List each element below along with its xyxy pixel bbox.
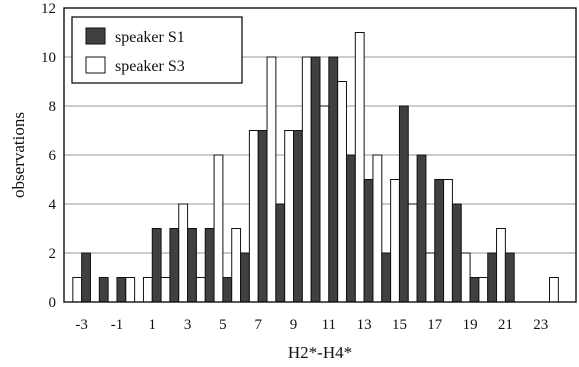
x-tick-label-21: 21: [498, 317, 513, 333]
y-tick-label-6: 6: [49, 148, 57, 164]
x-tick-label-15: 15: [392, 317, 407, 333]
bar-s1-x-1: [116, 277, 127, 303]
y-tick-label-0: 0: [49, 295, 57, 311]
bar-s1-x17: [434, 179, 445, 303]
y-tick-label-12: 12: [41, 1, 56, 17]
x-axis-label: H2*-H4*: [288, 343, 352, 362]
x-tick-label-17: 17: [427, 317, 443, 333]
legend: speaker S1 speaker S3: [71, 16, 243, 84]
x-tick-label-5: 5: [219, 317, 227, 333]
x-tick-label-1: 1: [149, 317, 157, 333]
bar-s3-x12: [337, 81, 347, 303]
bar-s3-x5: [213, 154, 224, 303]
bar-s1-x14: [381, 252, 392, 303]
bar-s3-x3: [178, 203, 189, 303]
x-tick-label-7: 7: [254, 317, 262, 333]
bar-s1-x1: [151, 228, 162, 303]
bar-s1-x7: [257, 130, 268, 303]
x-tick-label-9: 9: [290, 317, 298, 333]
bar-s3-x24: [549, 277, 559, 303]
bar-s3-x14: [372, 154, 383, 303]
bar-s3-x1: [142, 277, 153, 303]
bar-s3-x11: [319, 105, 330, 303]
bar-s1-x18: [451, 203, 462, 303]
legend-swatch-s1: [85, 27, 106, 45]
x-tick-label--3: -3: [75, 317, 88, 333]
x-tick-label--1: -1: [111, 317, 124, 333]
bar-s1-x12: [345, 154, 356, 303]
bar-s1-x5: [222, 277, 233, 303]
bar-s3-x19: [460, 252, 471, 303]
bar-s1-x20: [487, 252, 498, 303]
bar-s3-x16: [407, 203, 418, 303]
y-tick-label-4: 4: [49, 197, 57, 213]
bar-s3-x17: [425, 252, 436, 303]
bar-s1-x21: [504, 252, 515, 303]
bar-s1-x15: [398, 105, 409, 303]
bar-s1-x11: [328, 56, 339, 303]
bar-s1-x3: [187, 228, 197, 303]
bar-s3-x8: [266, 56, 277, 303]
bar-s1-x13: [363, 179, 374, 303]
y-tick-label-10: 10: [41, 50, 56, 66]
bar-s3-x18: [443, 179, 453, 303]
bar-s3-x10: [301, 56, 312, 303]
x-tick-label-13: 13: [357, 317, 372, 333]
bar-s3-x-3: [72, 277, 83, 303]
bar-s3-x13: [354, 32, 365, 303]
x-tick-label-3: 3: [184, 317, 192, 333]
bar-s1-x-3: [81, 252, 91, 303]
bar-s1-x8: [275, 203, 286, 303]
bar-s1-x2: [169, 228, 180, 303]
plot-frame: [63, 7, 577, 303]
bar-s3-x6: [231, 228, 242, 303]
y-axis-label: observations: [9, 112, 28, 198]
x-tick-label-23: 23: [533, 317, 548, 333]
bar-s1-x4: [204, 228, 215, 303]
bar-s1-x16: [416, 154, 427, 303]
bar-s3-x9: [284, 130, 295, 303]
bar-s3-x21: [496, 228, 506, 303]
bar-s1-x9: [293, 130, 303, 303]
bar-s1-x10: [310, 56, 321, 303]
bar-s3-x15: [390, 179, 400, 303]
x-tick-label-19: 19: [463, 317, 478, 333]
bar-s1-x19: [469, 277, 480, 303]
bar-s3-x20: [478, 277, 489, 303]
bars: [72, 32, 559, 303]
bar-s3-x4: [195, 277, 206, 303]
x-tick-label-11: 11: [322, 317, 336, 333]
bar-s3-x0: [125, 277, 136, 303]
legend-label-s1: speaker S1: [115, 29, 185, 46]
legend-label-s3: speaker S3: [115, 58, 185, 75]
bar-s3-x2: [160, 277, 171, 303]
bar-s3-x7: [248, 130, 259, 303]
y-tick-label-8: 8: [49, 99, 57, 115]
y-tick-label-2: 2: [49, 246, 57, 262]
legend-swatch-s3: [85, 56, 106, 74]
bar-s1-x6: [240, 252, 250, 303]
bar-s1-x-2: [98, 277, 109, 303]
